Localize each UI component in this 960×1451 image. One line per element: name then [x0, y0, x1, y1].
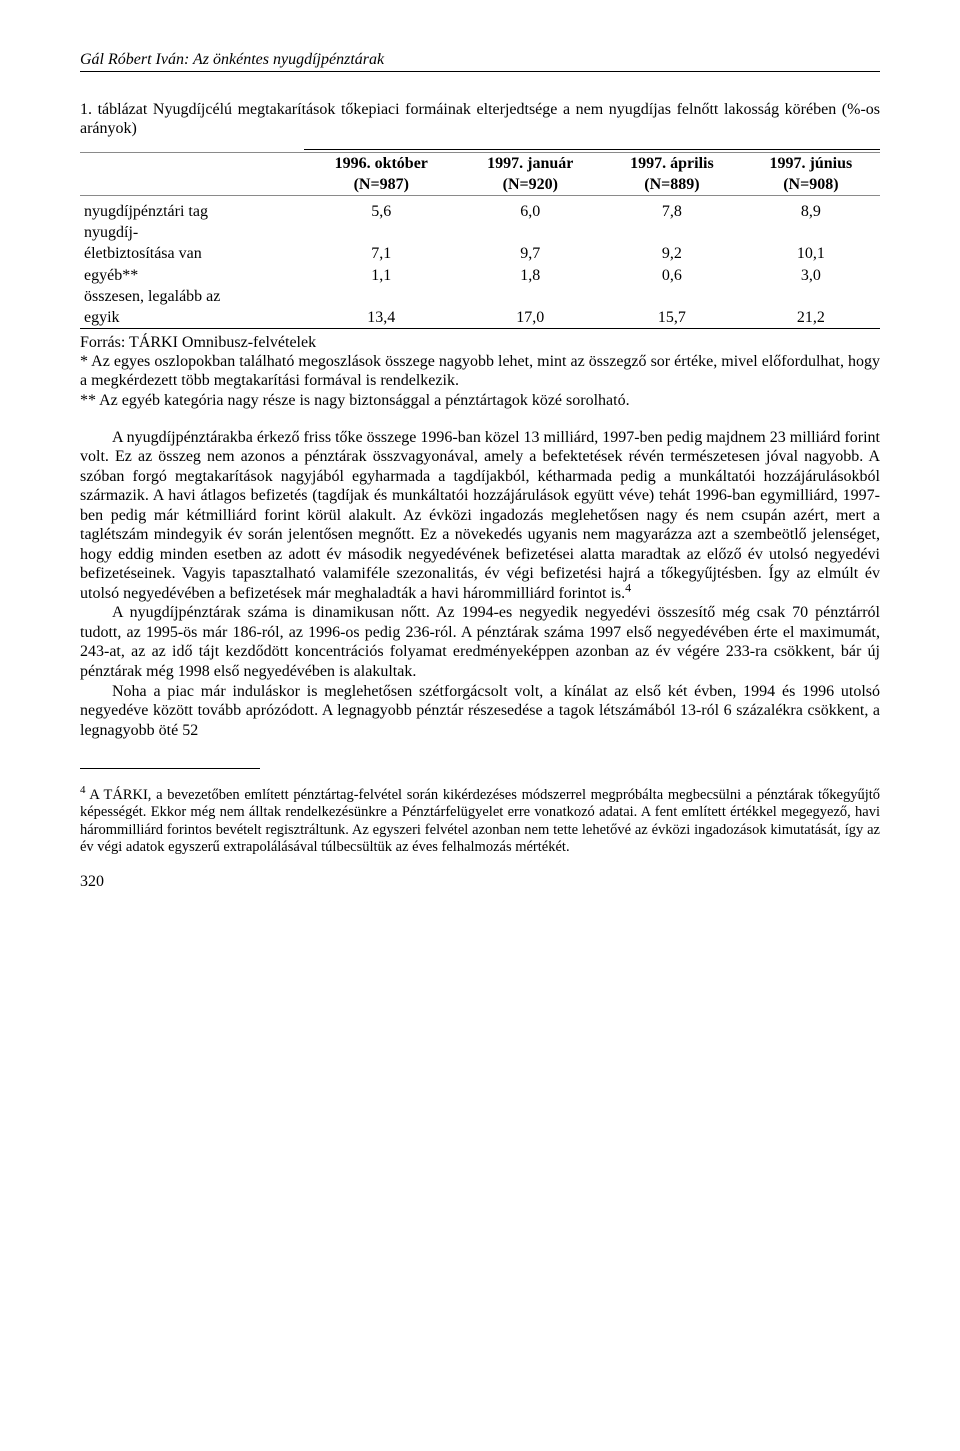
body-text: A nyugdíjpénztárakba érkező friss tőke ö…: [80, 429, 880, 602]
page-running-header: Gál Róbert Iván: Az önkéntes nyugdíjpénz…: [80, 50, 880, 69]
col-subheader: (N=987): [304, 174, 458, 196]
table-note: ** Az egyéb kategória nagy része is nagy…: [80, 391, 880, 410]
table-source: Forrás: TÁRKI Omnibusz-felvételek: [80, 333, 880, 352]
body-text: A nyugdíjpénztárak száma is dinamikusan …: [80, 604, 880, 680]
col-subheader: (N=920): [458, 174, 602, 196]
footnote: 4 A TÁRKI, a bevezetőben említett pénztá…: [80, 784, 880, 858]
table-cell: 7,8: [602, 195, 742, 222]
table-row: nyugdíj-: [80, 222, 880, 243]
col-header: 1997. január: [458, 152, 602, 174]
footnote-ref: 4: [625, 581, 631, 595]
table-cell: 17,0: [458, 307, 602, 329]
table-cell: [458, 222, 602, 243]
table-cell: 15,7: [602, 307, 742, 329]
col-header: 1996. október: [304, 152, 458, 174]
table-cell: 9,7: [458, 243, 602, 264]
footnote-text: A TÁRKI, a bevezetőben említett pénztárt…: [80, 786, 880, 855]
col-header: 1997. június: [742, 152, 880, 174]
header-divider: [80, 71, 880, 72]
table-cell: [304, 222, 458, 243]
table-cell: [304, 286, 458, 307]
table-cell: 8,9: [742, 195, 880, 222]
table-cell: [458, 286, 602, 307]
table-cell: 7,1: [304, 243, 458, 264]
table-row: egyéb** 1,1 1,8 0,6 3,0: [80, 265, 880, 286]
footnote-divider: [80, 768, 260, 769]
row-label: egyéb**: [80, 265, 304, 286]
table-cell: 5,6: [304, 195, 458, 222]
table-cell: 1,8: [458, 265, 602, 286]
table-cell: 21,2: [742, 307, 880, 329]
table-row: életbiztosítása van 7,1 9,7 9,2 10,1: [80, 243, 880, 264]
row-label: nyugdíjpénztári tag: [80, 195, 304, 222]
data-table: 1996. október 1997. január 1997. április…: [80, 149, 880, 330]
col-header: 1997. április: [602, 152, 742, 174]
row-label: életbiztosítása van: [80, 243, 304, 264]
table-cell: 9,2: [602, 243, 742, 264]
table-note: * Az egyes oszlopokban található megoszl…: [80, 352, 880, 390]
table-cell: [602, 286, 742, 307]
table-cell: [602, 222, 742, 243]
col-subheader: (N=889): [602, 174, 742, 196]
table-row: összesen, legalább az: [80, 286, 880, 307]
page-number: 320: [80, 872, 880, 891]
table-cell: 6,0: [458, 195, 602, 222]
table-cell: [742, 286, 880, 307]
col-subheader: (N=908): [742, 174, 880, 196]
table-title: 1. táblázat Nyugdíjcélú megtakarítások t…: [80, 100, 880, 138]
table-cell: 10,1: [742, 243, 880, 264]
row-label: nyugdíj-: [80, 222, 304, 243]
table-cell: 3,0: [742, 265, 880, 286]
table-cell: 13,4: [304, 307, 458, 329]
table-row: egyik 13,4 17,0 15,7 21,2: [80, 307, 880, 329]
row-label: egyik: [80, 307, 304, 329]
row-label: összesen, legalább az: [80, 286, 304, 307]
table-cell: [742, 222, 880, 243]
body-text: Noha a piac már induláskor is meglehetős…: [80, 683, 880, 739]
table-cell: 1,1: [304, 265, 458, 286]
body-paragraph: A nyugdíjpénztárakba érkező friss tőke ö…: [80, 428, 880, 740]
table-row: nyugdíjpénztári tag 5,6 6,0 7,8 8,9: [80, 195, 880, 222]
table-cell: 0,6: [602, 265, 742, 286]
